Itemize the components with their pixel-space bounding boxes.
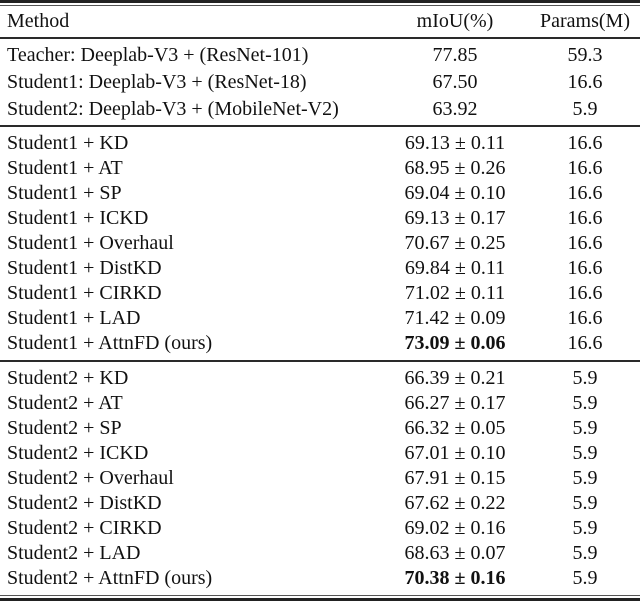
params-cell: 16.6 (567, 232, 603, 254)
miou-cell: 77.85 (432, 44, 478, 66)
params-cell: 16.6 (567, 307, 603, 329)
params-cell: 16.6 (567, 182, 603, 204)
method-cell: Student1 + ICKD (7, 207, 149, 229)
method-cell: Teacher: Deeplab-V3 + (ResNet-101) (7, 44, 309, 66)
params-cell: 5.9 (572, 417, 598, 439)
params-cell: 5.9 (572, 98, 598, 120)
section-baselines: Teacher: Deeplab-V3 + (ResNet-101) 77.85 5… (0, 39, 640, 125)
column-header-method: Method (7, 10, 70, 32)
table-row: Student1 + AttnFD (ours) 73.09 ± 0.06 16.6 (0, 331, 640, 356)
params-cell: 5.9 (572, 542, 598, 564)
table-row: Student2 + CIRKD 69.02 ± 0.16 5.9 (0, 516, 640, 541)
params-cell: 16.6 (567, 257, 603, 279)
params-cell: 16.6 (567, 282, 603, 304)
method-cell: Student1 + Overhaul (7, 232, 174, 254)
miou-cell: 70.67 ± 0.25 (404, 232, 506, 254)
table-row: Student2 + ICKD 67.01 ± 0.10 5.9 (0, 441, 640, 466)
miou-cell: 69.04 ± 0.10 (404, 182, 506, 204)
method-cell: Student1 + AT (7, 157, 123, 179)
table-rule-top-thick (0, 0, 640, 3)
table-row: Teacher: Deeplab-V3 + (ResNet-101) 77.85 5… (0, 42, 640, 69)
table-row: Student1 + ICKD 69.13 ± 0.17 16.6 (0, 206, 640, 231)
table-rule-section-2 (0, 360, 640, 362)
miou-cell: 69.13 ± 0.11 (404, 132, 506, 154)
table-row: Student2 + AttnFD (ours) 70.38 ± 0.16 5.9 (0, 566, 640, 591)
params-cell: 16.6 (567, 132, 603, 154)
miou-cell: 67.50 (432, 71, 478, 93)
miou-cell: 68.95 ± 0.26 (404, 157, 506, 179)
miou-cell: 73.09 ± 0.06 (404, 332, 506, 354)
miou-cell: 71.42 ± 0.09 (404, 307, 506, 329)
method-cell: Student2 + ICKD (7, 442, 149, 464)
method-cell: Student1 + KD (7, 132, 129, 154)
table-rule-section-1 (0, 125, 640, 127)
miou-cell: 66.32 ± 0.05 (404, 417, 506, 439)
method-cell: Student2 + DistKD (7, 492, 162, 514)
table-row: Student2: Deeplab-V3 + (MobileNet-V2) 63.… (0, 96, 640, 123)
method-cell: Student1: Deeplab-V3 + (ResNet-18) (7, 71, 307, 93)
table-row: Student2 + AT 66.27 ± 0.17 5.9 (0, 391, 640, 416)
params-cell: 59.3 (567, 44, 603, 66)
method-cell: Student2 + Overhaul (7, 467, 174, 489)
table-row: Student1 + DistKD 69.84 ± 0.11 16.6 (0, 256, 640, 281)
params-cell: 5.9 (572, 392, 598, 414)
table-header-row: Method mIoU(%) Params(M) (0, 6, 640, 37)
column-header-params: Params(M) (540, 10, 630, 32)
table-row: Student1 + SP 69.04 ± 0.10 16.6 (0, 181, 640, 206)
table-row: Student1 + AT 68.95 ± 0.26 16.6 (0, 156, 640, 181)
method-cell: Student1 + AttnFD (ours) (7, 332, 213, 354)
params-cell: 16.6 (567, 71, 603, 93)
method-cell: Student2 + LAD (7, 542, 141, 564)
method-cell: Student2 + AT (7, 392, 123, 414)
method-cell: Student2 + KD (7, 367, 129, 389)
table-row: Student2 + SP 66.32 ± 0.05 5.9 (0, 416, 640, 441)
params-cell: 16.6 (567, 332, 603, 354)
params-cell: 5.9 (572, 367, 598, 389)
table-rule-bottom-thick (0, 598, 640, 601)
method-cell: Student2 + AttnFD (ours) (7, 567, 213, 589)
params-cell: 5.9 (572, 517, 598, 539)
table-rule-bottom-thin (0, 595, 640, 596)
table-row: Student2 + DistKD 67.62 ± 0.22 5.9 (0, 491, 640, 516)
table-row: Student2 + KD 66.39 ± 0.21 5.9 (0, 366, 640, 391)
miou-cell: 63.92 (432, 98, 478, 120)
table-row: Student1 + KD 69.13 ± 0.11 16.6 (0, 131, 640, 156)
method-cell: Student2 + SP (7, 417, 122, 439)
miou-cell: 71.02 ± 0.11 (404, 282, 506, 304)
miou-cell: 67.62 ± 0.22 (404, 492, 506, 514)
table-rule-top-thin (0, 5, 640, 6)
params-cell: 16.6 (567, 207, 603, 229)
table-row: Student1 + CIRKD 71.02 ± 0.11 16.6 (0, 281, 640, 306)
method-cell: Student1 + CIRKD (7, 282, 162, 304)
miou-cell: 69.13 ± 0.17 (404, 207, 506, 229)
params-cell: 5.9 (572, 442, 598, 464)
section-student2-distillation: Student2 + KD 66.39 ± 0.21 5.9 Student2 + A… (0, 362, 640, 595)
params-cell: 16.6 (567, 157, 603, 179)
table-row: Student1: Deeplab-V3 + (ResNet-18) 67.50 1… (0, 69, 640, 96)
params-cell: 5.9 (572, 492, 598, 514)
miou-cell: 67.01 ± 0.10 (404, 442, 506, 464)
section-student1-distillation: Student1 + KD 69.13 ± 0.11 16.6 Student1 + … (0, 127, 640, 360)
miou-cell: 67.91 ± 0.15 (404, 467, 506, 489)
method-cell: Student1 + SP (7, 182, 122, 204)
table-rule-header (0, 37, 640, 39)
miou-cell: 70.38 ± 0.16 (404, 567, 506, 589)
miou-cell: 69.84 ± 0.11 (404, 257, 506, 279)
method-cell: Student2 + CIRKD (7, 517, 162, 539)
miou-cell: 66.39 ± 0.21 (404, 367, 506, 389)
params-cell: 5.9 (572, 467, 598, 489)
miou-cell: 69.02 ± 0.16 (404, 517, 506, 539)
miou-cell: 66.27 ± 0.17 (404, 392, 506, 414)
table-row: Student1 + LAD 71.42 ± 0.09 16.6 (0, 306, 640, 331)
table-row: Student1 + Overhaul 70.67 ± 0.25 16.6 (0, 231, 640, 256)
table-row: Student2 + LAD 68.63 ± 0.07 5.9 (0, 541, 640, 566)
table-row: Student2 + Overhaul 67.91 ± 0.15 5.9 (0, 466, 640, 491)
method-cell: Student2: Deeplab-V3 + (MobileNet-V2) (7, 98, 339, 120)
method-cell: Student1 + LAD (7, 307, 141, 329)
column-header-miou: mIoU(%) (416, 10, 494, 32)
method-cell: Student1 + DistKD (7, 257, 162, 279)
miou-cell: 68.63 ± 0.07 (404, 542, 506, 564)
params-cell: 5.9 (572, 567, 598, 589)
